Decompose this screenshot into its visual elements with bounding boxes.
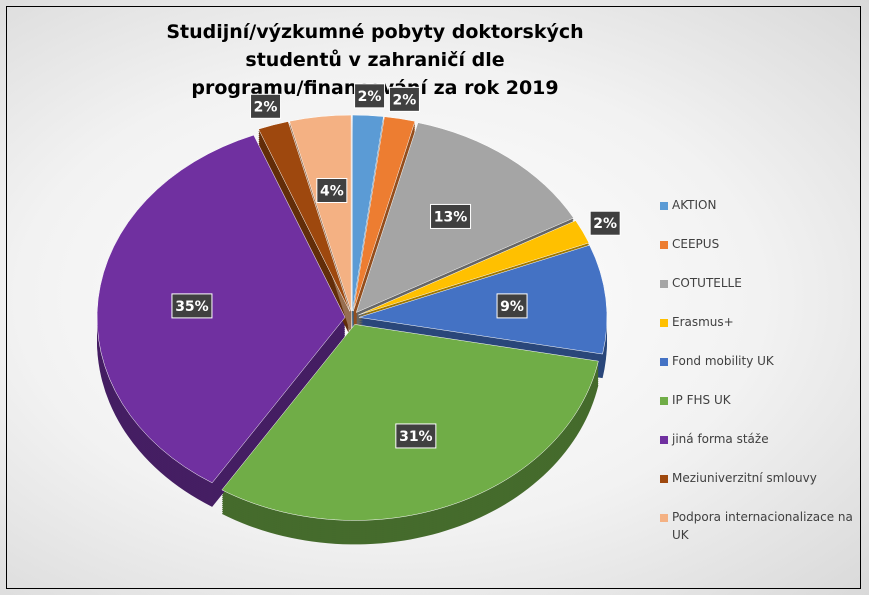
data-label: 2% xyxy=(589,210,621,236)
data-label-text: 35% xyxy=(175,299,209,315)
data-label-box xyxy=(316,177,348,203)
data-label: 35% xyxy=(171,293,213,319)
legend-label: CEEPUS xyxy=(672,237,720,251)
data-label: 2% xyxy=(354,83,386,109)
slice xyxy=(258,121,351,312)
data-label-text: 2% xyxy=(593,216,617,232)
legend-label: Meziuniverzitní smlouvy xyxy=(672,471,817,485)
slice xyxy=(289,114,352,312)
legend-item: Fond mobility UK xyxy=(660,346,865,385)
data-label-box xyxy=(430,203,472,229)
legend-swatch xyxy=(660,475,668,483)
data-label: 13% xyxy=(430,203,472,229)
data-label-box xyxy=(589,210,621,236)
legend-label: jiná forma stáže xyxy=(672,432,769,446)
legend-item: IP FHS UK xyxy=(660,385,865,424)
slice xyxy=(358,220,590,316)
legend-label: IP FHS UK xyxy=(672,393,731,407)
legend-label: AKTION xyxy=(672,198,717,212)
data-label: 2% xyxy=(250,93,282,119)
legend-swatch xyxy=(660,280,668,288)
data-label-box xyxy=(171,293,213,319)
data-label-box xyxy=(395,423,437,449)
legend-swatch xyxy=(660,514,668,522)
data-label: 31% xyxy=(395,423,437,449)
legend-item: CEEPUS xyxy=(660,229,865,268)
legend-swatch xyxy=(660,436,668,444)
legend-swatch xyxy=(660,358,668,366)
slice xyxy=(353,116,416,312)
data-label-box xyxy=(250,93,282,119)
legend-label: Podpora internacionalizace na UK xyxy=(672,510,853,542)
data-label: 9% xyxy=(496,293,528,319)
legend-label: Erasmus+ xyxy=(672,315,734,329)
frame xyxy=(6,6,861,589)
data-label-text: 2% xyxy=(393,92,417,108)
slice xyxy=(96,134,346,484)
legend-item: AKTION xyxy=(660,190,865,229)
data-label: 2% xyxy=(388,86,420,112)
data-label-box xyxy=(354,83,386,109)
data-label-box xyxy=(496,293,528,319)
data-label-text: 9% xyxy=(500,299,524,315)
slice xyxy=(352,114,384,312)
data-label-text: 31% xyxy=(399,429,433,445)
legend-label: COTUTELLE xyxy=(672,276,742,290)
legend-item: Erasmus+ xyxy=(660,307,865,346)
data-label-text: 2% xyxy=(358,89,382,105)
legend-swatch xyxy=(660,202,668,210)
legend-swatch xyxy=(660,241,668,249)
legend-item: Meziuniverzitní smlouvy xyxy=(660,463,865,502)
data-label-text: 13% xyxy=(434,209,468,225)
data-label-text: 4% xyxy=(320,183,344,199)
legend-item: jiná forma stáže xyxy=(660,424,865,463)
data-label: 4% xyxy=(316,177,348,203)
chart-title: Studijní/výzkumné pobyty doktorských stu… xyxy=(166,21,584,99)
legend: AKTION CEEPUS COTUTELLE Erasmus+ Fond mobili… xyxy=(660,190,865,542)
legend-swatch xyxy=(660,319,668,327)
legend-label: Fond mobility UK xyxy=(672,354,774,368)
slice xyxy=(221,324,599,521)
legend-swatch xyxy=(660,397,668,405)
legend-item: COTUTELLE xyxy=(660,268,865,307)
data-label-text: 2% xyxy=(254,99,278,115)
data-label-box xyxy=(388,86,420,112)
slice xyxy=(358,244,608,355)
legend-item: Podpora internacionalizace na UK xyxy=(660,502,865,542)
